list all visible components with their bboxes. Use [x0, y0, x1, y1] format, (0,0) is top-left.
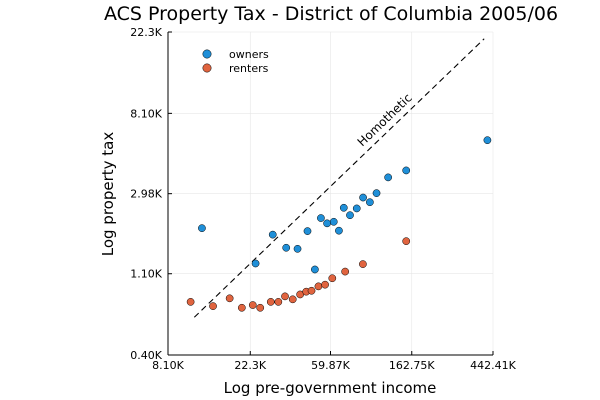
- owners-point: [339, 203, 348, 212]
- legend-marker-renters: [202, 63, 212, 73]
- owners-point: [251, 259, 260, 268]
- chart-title: ACS Property Tax - District of Columbia …: [104, 3, 558, 25]
- points: [186, 136, 492, 312]
- y-tick-label: 1.10K: [130, 268, 162, 281]
- y-tick-label: 22.3K: [130, 26, 162, 39]
- renters-point: [274, 298, 283, 306]
- owners-point: [352, 204, 361, 213]
- owners-point: [483, 136, 492, 145]
- renters-point: [307, 286, 316, 295]
- renters-point: [321, 280, 329, 289]
- owners-point: [402, 166, 411, 175]
- renters-point: [186, 298, 195, 306]
- reference-line-group: Homothetic: [193, 38, 485, 318]
- x-tick-label: 8.10K: [152, 359, 184, 372]
- renters-point: [256, 303, 265, 312]
- owners-point: [359, 193, 367, 202]
- x-axis-label: Log pre-government income: [224, 379, 437, 397]
- owners-point: [268, 230, 277, 239]
- renters-point: [328, 274, 337, 283]
- renters-point: [281, 292, 289, 301]
- renters-point: [225, 294, 234, 303]
- renters-point: [248, 301, 257, 309]
- renters-point: [209, 302, 217, 310]
- x-tick-label: 162.75K: [389, 359, 435, 372]
- y-tick-label: 2.98K: [130, 188, 162, 201]
- homothetic-label: Homothetic: [355, 91, 415, 149]
- x-tick-label: 442.41K: [470, 359, 516, 372]
- owners-point: [335, 226, 343, 235]
- renters-point: [237, 303, 246, 312]
- owners-point: [384, 173, 392, 182]
- owners-point: [317, 214, 325, 222]
- homothetic-reference-line: [193, 38, 485, 318]
- y-tick-label: 0.40K: [130, 349, 162, 362]
- y-axis-label: Log property tax: [99, 132, 117, 257]
- owners-point: [372, 189, 381, 197]
- legend-label-owners: owners: [229, 48, 269, 61]
- owners-point: [198, 224, 206, 233]
- renters-point: [359, 260, 367, 268]
- owners-point: [293, 244, 302, 253]
- owners-point: [366, 198, 374, 207]
- owners-point: [282, 243, 291, 252]
- legend-label-renters: renters: [229, 62, 269, 75]
- owners-point: [329, 217, 338, 226]
- y-tick-label: 8.10K: [130, 107, 162, 120]
- x-tick-label: 59.87K: [311, 359, 350, 372]
- renters-point: [266, 298, 275, 306]
- owners-point: [323, 219, 331, 228]
- legend-marker-owners: [202, 49, 212, 59]
- owners-point: [303, 227, 312, 235]
- renters-point: [341, 267, 350, 276]
- renters-point: [314, 282, 323, 291]
- owners-point: [311, 265, 319, 274]
- renters-point: [288, 295, 297, 304]
- series-owners: [198, 136, 492, 274]
- x-tick-label: 22.3K: [234, 359, 266, 372]
- series-renters: [186, 237, 411, 312]
- renters-point: [402, 237, 411, 246]
- owners-point: [346, 211, 354, 220]
- axes: 8.10K 22.3K 59.87K 162.75K 442.41K 0.40K 1.10K…: [130, 26, 516, 372]
